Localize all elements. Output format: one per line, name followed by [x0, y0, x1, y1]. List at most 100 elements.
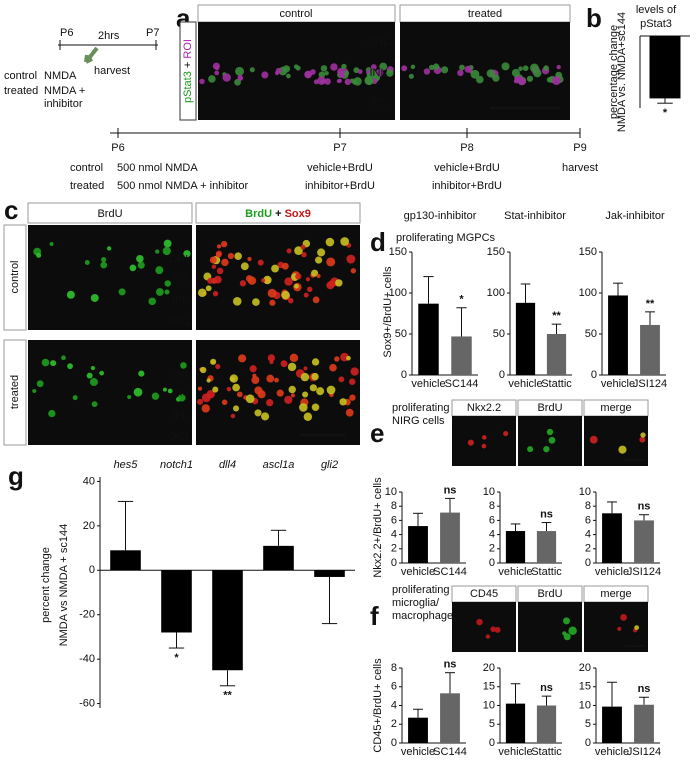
cell [568, 626, 577, 635]
y-axis-label: Sox9+/BrdU+ cells [382, 266, 394, 358]
bar [634, 704, 654, 743]
cell [563, 617, 570, 625]
y-tick-label: 15 [579, 681, 591, 693]
micrograph [198, 22, 395, 120]
cell [266, 399, 274, 407]
cell [309, 384, 317, 392]
category-label: vehicle [498, 566, 532, 578]
cell [249, 365, 257, 373]
category-label: vehicle [595, 566, 629, 578]
significance: ns [444, 484, 457, 496]
panel-label: NIRG cells [392, 415, 445, 427]
cell [254, 409, 262, 417]
stain-part: + [182, 62, 194, 68]
header-part: BrdU [245, 208, 272, 220]
category-label: vehicle [401, 746, 435, 758]
cell [492, 74, 500, 82]
category-label: JSI124 [627, 566, 661, 578]
step-label: inhibitor+BrdU [432, 180, 502, 192]
panel-label: proliferating [392, 402, 449, 414]
cell [66, 290, 75, 299]
cell [552, 76, 561, 85]
cell [199, 78, 205, 85]
cell [151, 392, 160, 400]
y-tick-label: 4 [391, 699, 397, 711]
cell [350, 367, 359, 376]
significance: ns [540, 508, 553, 520]
y-axis-label: NMDA vs NMDA + sc144 [58, 524, 70, 647]
panel-label: microglia/ [392, 597, 440, 609]
cell [325, 237, 335, 247]
y-tick-label: 10 [579, 486, 591, 498]
panel-letter: g [8, 461, 24, 491]
cell [556, 64, 561, 70]
cell [41, 358, 50, 367]
y-tick-label: 0 [391, 557, 397, 569]
cell [240, 262, 249, 271]
cell [423, 68, 431, 75]
bar [505, 531, 526, 563]
y-tick-label: 150 [487, 246, 505, 258]
panel-letter: d [370, 227, 386, 257]
image-header: BrdU [537, 402, 562, 414]
category-label: Stattic [531, 746, 562, 758]
y-tick-label: 0 [585, 557, 591, 569]
cell [352, 79, 358, 85]
cell [336, 78, 341, 84]
cell [129, 264, 137, 272]
cell [346, 254, 356, 264]
significance: ns [638, 501, 651, 513]
y-tick-label: 10 [483, 486, 495, 498]
y-tick-label: 150 [389, 246, 407, 258]
image-header: BrdU + Sox9 [245, 208, 311, 220]
cell [155, 266, 164, 275]
cell [340, 237, 350, 246]
category-label: vehicle [498, 746, 532, 758]
y-tick-label: 2 [585, 543, 591, 555]
cell [303, 366, 308, 371]
stain-label: pStat3 + ROI [182, 39, 194, 103]
cell [457, 69, 464, 77]
cell [100, 261, 108, 269]
interval-label: 2hrs [98, 30, 120, 42]
cell [247, 276, 257, 285]
bar [536, 705, 557, 743]
group-label: control [4, 70, 37, 82]
layer-label: IPL [172, 410, 189, 422]
y-tick-label: 4 [391, 529, 397, 541]
cell [432, 63, 440, 70]
cell [72, 395, 78, 401]
y-tick-label: 5 [585, 718, 591, 730]
cell [155, 249, 160, 254]
cell [133, 387, 143, 397]
chart-title: Stat-inhibitor [504, 210, 566, 222]
cell [222, 73, 231, 82]
cell [239, 280, 247, 287]
micrograph [452, 416, 516, 466]
category-label: vehicle [401, 566, 435, 578]
cell [138, 370, 145, 377]
y-tick-label: 8 [585, 500, 591, 512]
cell [249, 67, 255, 73]
bar [418, 303, 439, 375]
cell [214, 70, 220, 76]
cell [234, 252, 242, 261]
cell [304, 70, 313, 79]
y-tick-label: 100 [487, 287, 505, 299]
cell [364, 75, 374, 85]
significance: ns [638, 683, 651, 695]
treatment-label: NMDA [44, 70, 77, 82]
stain-box [179, 21, 197, 121]
step-label: vehicle+BrdU [434, 162, 500, 174]
cell [345, 408, 354, 417]
cell [163, 239, 172, 248]
y-tick-label: 10 [579, 699, 591, 711]
cell [618, 445, 627, 454]
y-tick-label: 20 [483, 662, 495, 674]
cell [269, 299, 276, 306]
cell [200, 366, 207, 374]
cell [353, 67, 360, 74]
cell [201, 404, 210, 413]
harvest-label: harvest [94, 65, 130, 77]
significance: * [174, 652, 179, 664]
